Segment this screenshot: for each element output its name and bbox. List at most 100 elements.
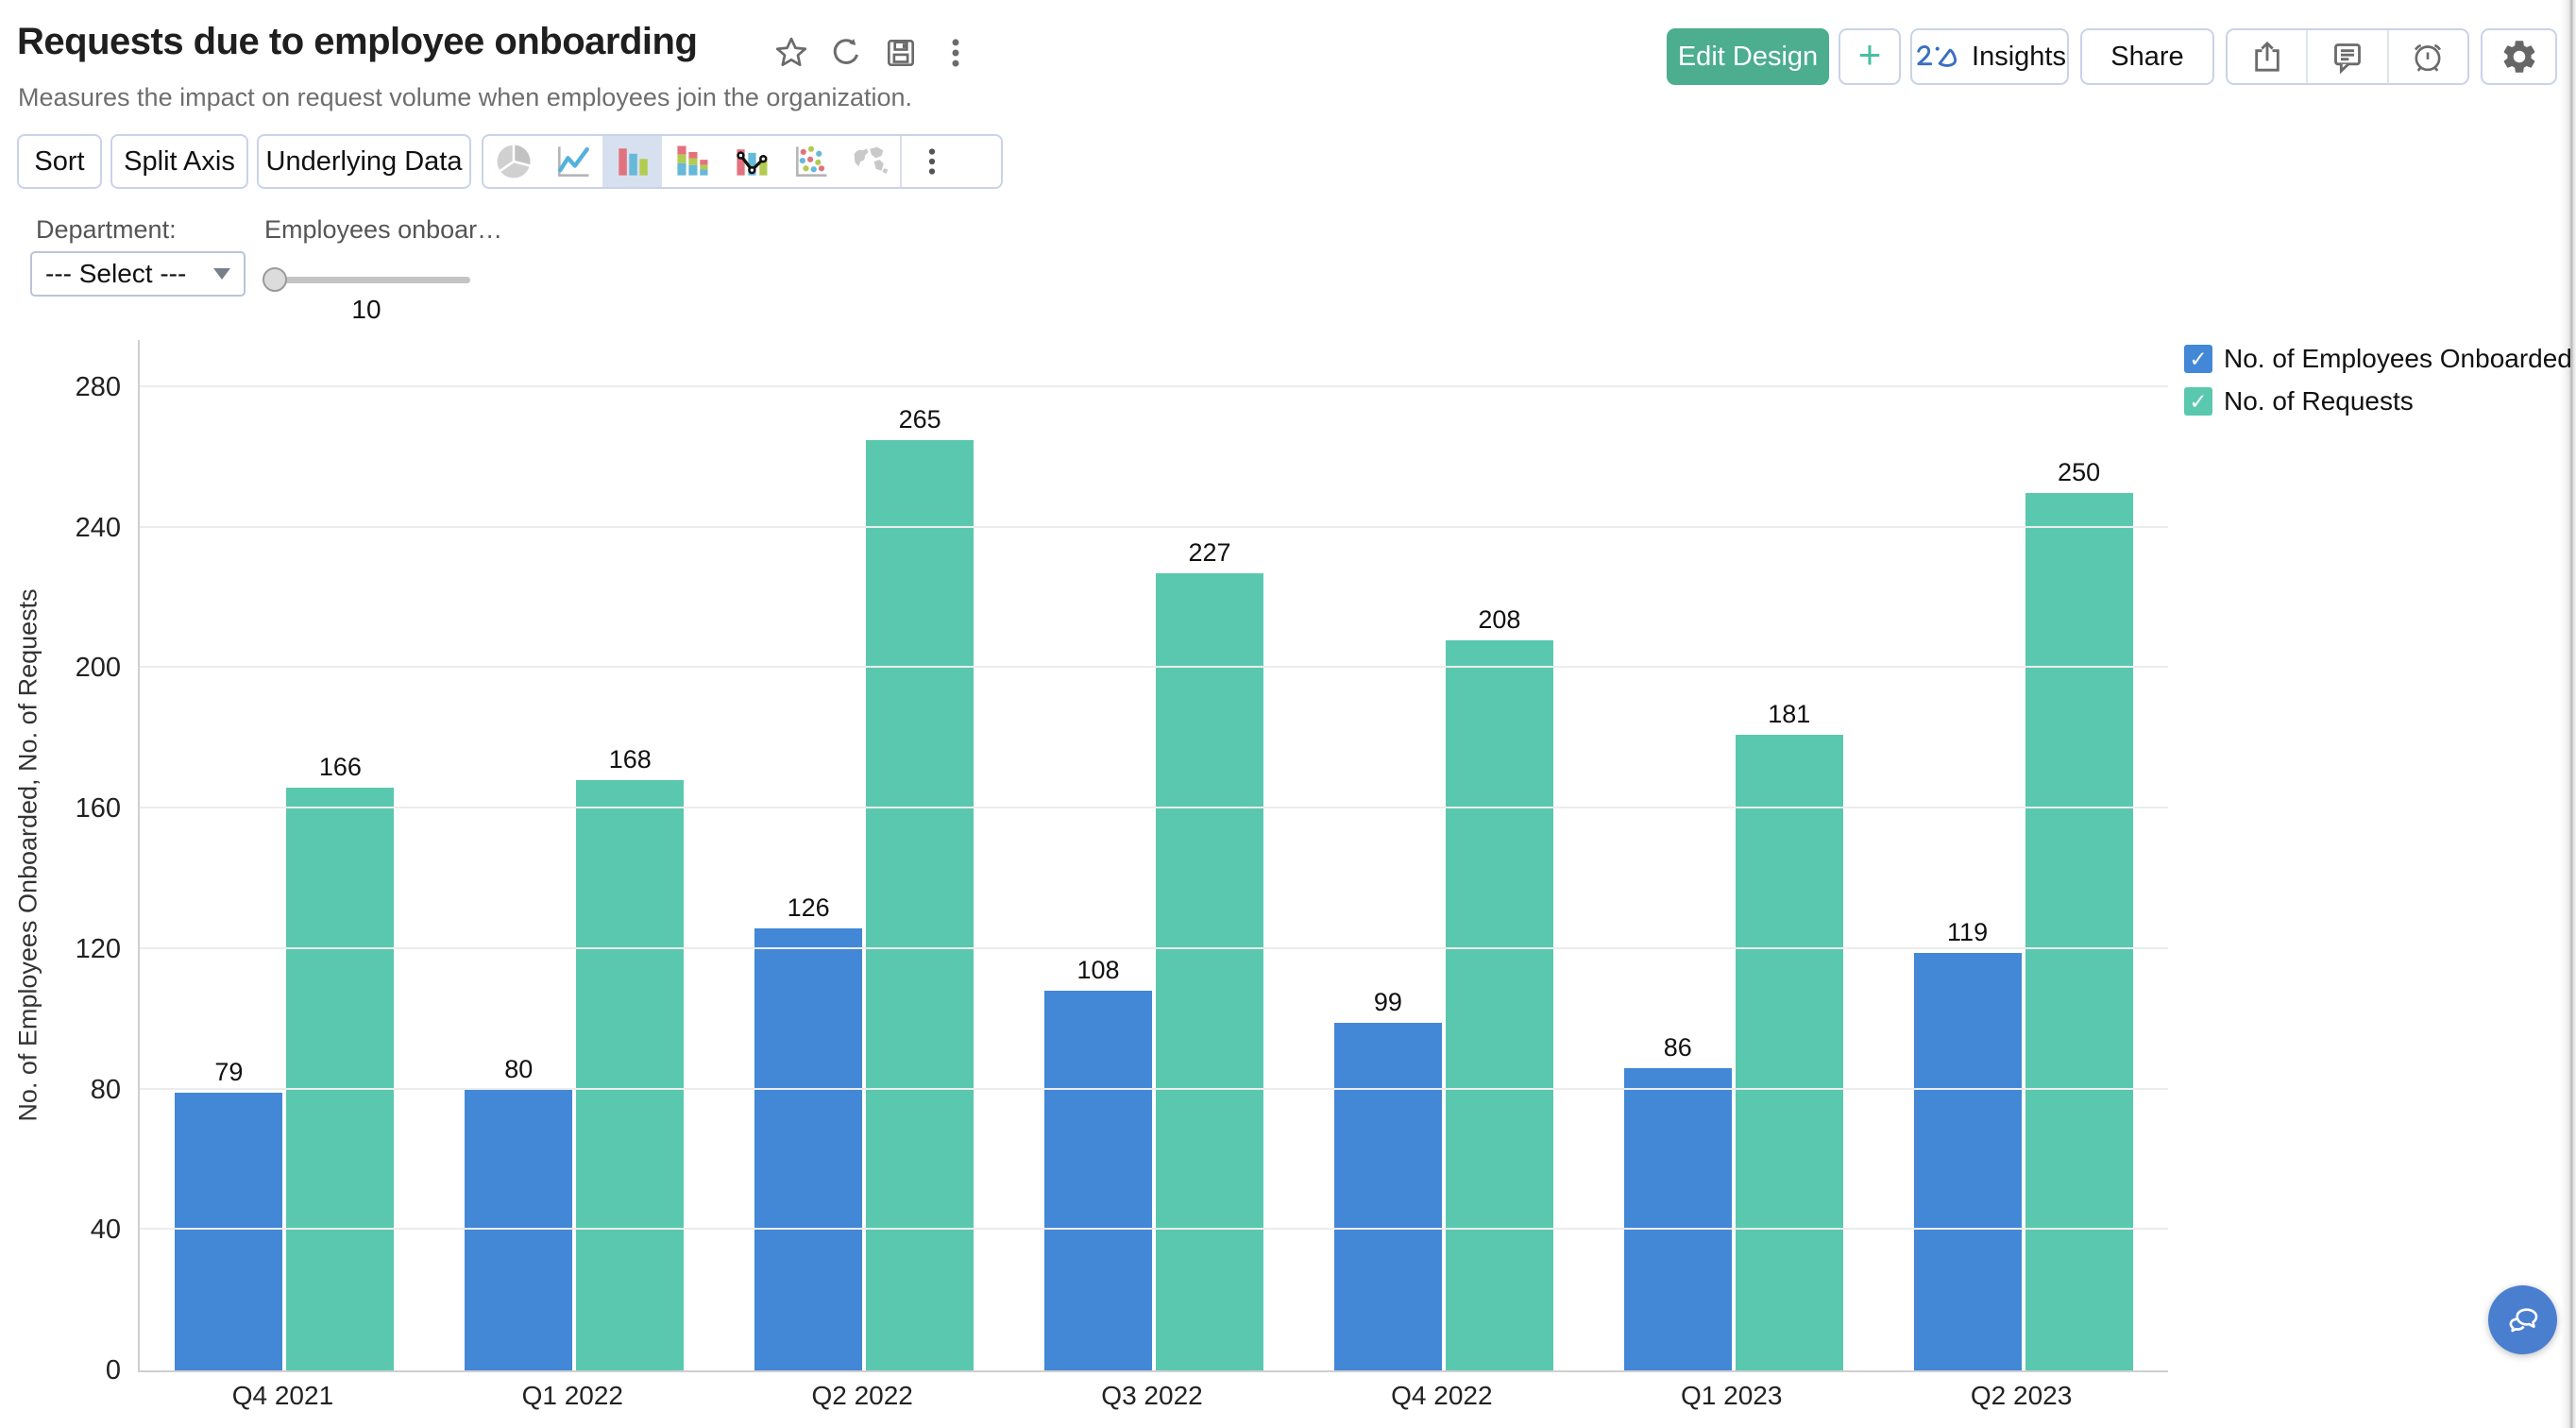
bar-group: 108 227: [1009, 340, 1299, 1370]
slider-handle[interactable]: [263, 267, 287, 292]
bar-employees-onboarded[interactable]: [1044, 991, 1152, 1370]
y-axis-tick: 120: [75, 933, 121, 964]
share-button[interactable]: Share: [2080, 28, 2214, 85]
chart-type-selector: [482, 134, 1003, 189]
insights-button[interactable]: Insights: [1910, 28, 2069, 85]
chart-type-scatter[interactable]: [781, 136, 840, 187]
gridline: [140, 525, 2168, 528]
department-select[interactable]: --- Select ---: [30, 251, 246, 297]
underlying-data-button[interactable]: Underlying Data: [257, 134, 471, 189]
bar-column: 79: [175, 340, 283, 1370]
y-axis-tick: 40: [90, 1215, 121, 1246]
bar-value-label: 79: [214, 1058, 244, 1087]
combination-chart-icon: [736, 149, 768, 176]
x-axis-label: Q4 2021: [231, 1381, 334, 1410]
y-axis-tick: 160: [75, 793, 121, 824]
kebab-menu-icon: [928, 148, 936, 175]
zia-logo-icon: [1917, 45, 1957, 67]
gridline: [140, 385, 2168, 387]
y-axis-tick: 0: [105, 1355, 121, 1386]
bar-column: 181: [1735, 340, 1843, 1370]
sort-button[interactable]: Sort: [17, 134, 102, 189]
bar-column: 265: [866, 340, 974, 1370]
comment-icon: [2334, 43, 2361, 75]
bar-group: 86 181: [1588, 340, 1878, 1370]
chart-type-pie[interactable]: [483, 136, 543, 187]
department-filter-label: Department:: [36, 215, 177, 244]
bar-group: 79 166: [140, 340, 430, 1370]
y-axis-tick: 80: [90, 1074, 121, 1105]
chart-type-stacked-bar[interactable]: [662, 136, 721, 187]
x-axis-label: Q1 2022: [521, 1381, 623, 1410]
employees-onboarded-slider[interactable]: [263, 267, 470, 292]
zia-chat-button[interactable]: [2488, 1285, 2557, 1354]
chart-type-combination[interactable]: [721, 136, 781, 187]
bar-requests[interactable]: [1156, 573, 1263, 1370]
gridline: [140, 807, 2168, 809]
chart-type-line[interactable]: [543, 136, 602, 187]
comments-button[interactable]: [2306, 30, 2386, 83]
stacked-bar-icon: [676, 145, 707, 176]
kebab-menu-icon: [952, 39, 959, 67]
bar-column: 119: [1913, 340, 2022, 1370]
save-button[interactable]: [882, 34, 920, 72]
employees-onboarded-filter-label: Employees onboar…: [264, 215, 503, 244]
chart-type-map[interactable]: [840, 136, 900, 187]
bar-employees-onboarded[interactable]: [1333, 1022, 1442, 1370]
x-axis-label: Q3 2022: [1101, 1381, 1203, 1410]
legend-item[interactable]: ✓ No. of Employees Onboarded: [2184, 344, 2572, 374]
bar-value-label: 181: [1768, 700, 1811, 729]
settings-button[interactable]: [2481, 28, 2557, 85]
bar-column: 80: [465, 340, 573, 1370]
add-button[interactable]: +: [1839, 28, 1901, 85]
bar-value-label: 86: [1663, 1033, 1692, 1062]
map-chart-icon: [854, 146, 888, 174]
title-action-icons: [772, 34, 974, 72]
bar-group: 126 265: [720, 340, 1009, 1370]
alarm-clock-icon: [2415, 43, 2442, 72]
y-axis-tick: 200: [75, 653, 121, 684]
split-axis-button[interactable]: Split Axis: [110, 134, 248, 189]
bar-employees-onboarded[interactable]: [1623, 1068, 1732, 1370]
export-button[interactable]: [2228, 30, 2306, 83]
favorite-button[interactable]: [772, 34, 810, 72]
bar-series-container: 79 166 80 168 126 265 108 227 99 208 86 181 119 250: [140, 340, 2168, 1370]
bar-group: 119 250: [1878, 340, 2168, 1370]
more-options-button[interactable]: [937, 34, 974, 72]
legend-item[interactable]: ✓ No. of Requests: [2184, 386, 2572, 416]
chart-type-more-button[interactable]: [900, 136, 962, 187]
legend-checkbox-icon[interactable]: ✓: [2184, 345, 2212, 373]
edit-design-button[interactable]: Edit Design: [1667, 28, 1829, 85]
bar-requests[interactable]: [286, 787, 395, 1370]
bar-value-label: 166: [318, 752, 362, 781]
scrollbar[interactable]: [2561, 0, 2576, 1428]
bar-column: 166: [286, 340, 395, 1370]
bar-chart-icon: [618, 148, 648, 176]
gridline: [140, 1087, 2168, 1090]
slider-track[interactable]: [263, 277, 470, 283]
bar-requests[interactable]: [2025, 492, 2133, 1370]
save-icon: [887, 39, 915, 67]
bar-employees-onboarded[interactable]: [754, 927, 863, 1370]
bar-column: 250: [2025, 340, 2133, 1370]
bar-value-label: 99: [1373, 987, 1402, 1016]
bar-requests[interactable]: [576, 780, 685, 1370]
bar-requests[interactable]: [1735, 735, 1843, 1370]
legend-checkbox-icon[interactable]: ✓: [2184, 387, 2212, 416]
refresh-button[interactable]: [827, 34, 865, 72]
alerts-button[interactable]: [2386, 30, 2467, 83]
line-chart-icon: [557, 146, 589, 177]
pie-chart-icon: [497, 144, 530, 178]
bar-employees-onboarded[interactable]: [1913, 952, 2022, 1370]
chart-type-bar[interactable]: [602, 136, 662, 187]
chart-plot-area: 79 166 80 168 126 265 108 227 99 208 86 181 119 250: [138, 340, 2168, 1372]
bar-requests[interactable]: [1445, 639, 1553, 1370]
bar-employees-onboarded[interactable]: [175, 1093, 283, 1370]
bar-group: 99 208: [1298, 340, 1588, 1370]
bar-requests[interactable]: [866, 439, 974, 1370]
department-select-value: --- Select ---: [45, 259, 187, 288]
legend-label: No. of Employees Onboarded: [2224, 344, 2572, 373]
y-axis-tick: 280: [75, 372, 121, 402]
y-axis-tick: 240: [75, 512, 121, 543]
